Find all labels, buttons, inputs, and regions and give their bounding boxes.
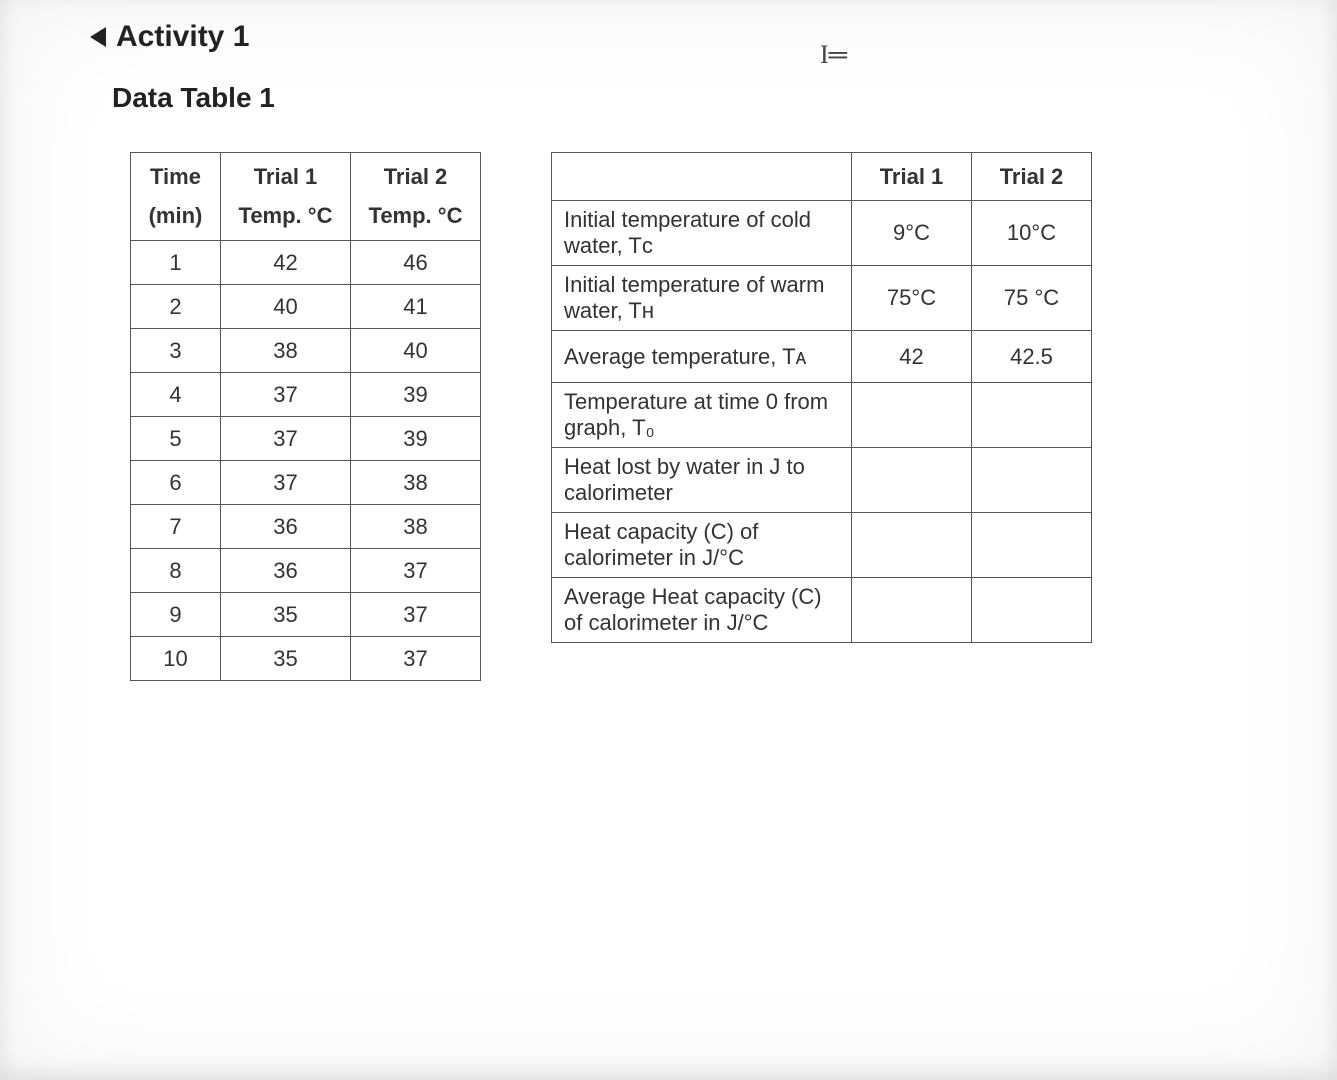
cell-trial2: 37 <box>351 549 481 593</box>
table-row: Average Heat capacity (C) of calorimeter… <box>552 578 1092 643</box>
cell-trial2: 38 <box>351 461 481 505</box>
cell-trial1: 35 <box>221 593 351 637</box>
table-header-row: Time Trial 1 Trial 2 <box>131 153 481 197</box>
col-header-trial1: Trial 1 <box>221 153 351 197</box>
summary-label: Temperature at time 0 from graph, T₀ <box>552 383 852 448</box>
table-row: 33840 <box>131 329 481 373</box>
summary-trial2: 75 °C <box>972 266 1092 331</box>
cell-time: 9 <box>131 593 221 637</box>
summary-trial2 <box>972 513 1092 578</box>
summary-label: Average temperature, Tᴀ <box>552 331 852 383</box>
cell-trial2: 40 <box>351 329 481 373</box>
cell-trial1: 37 <box>221 461 351 505</box>
summary-label: Initial temperature of warm water, Tʜ <box>552 266 852 331</box>
cell-time: 6 <box>131 461 221 505</box>
summary-trial2 <box>972 383 1092 448</box>
cell-time: 8 <box>131 549 221 593</box>
table-row: 93537 <box>131 593 481 637</box>
cell-trial1: 42 <box>221 241 351 285</box>
cell-trial1: 38 <box>221 329 351 373</box>
summary-trial2: 10°C <box>972 201 1092 266</box>
cell-trial1: 37 <box>221 373 351 417</box>
cell-trial1: 36 <box>221 505 351 549</box>
table-row: 63738 <box>131 461 481 505</box>
col-header-blank <box>552 153 852 201</box>
col-header-trial2: Trial 2 <box>972 153 1092 201</box>
triangle-icon <box>90 27 106 47</box>
cell-trial2: 46 <box>351 241 481 285</box>
table-row: Initial temperature of cold water, Tᴄ9°C… <box>552 201 1092 266</box>
cell-time: 5 <box>131 417 221 461</box>
data-table-subtitle: Data Table 1 <box>112 82 1247 114</box>
page: Activity 1 Data Table 1 I═ Time Trial 1 … <box>0 0 1337 1080</box>
summary-trial1: 75°C <box>852 266 972 331</box>
summary-trial1 <box>852 383 972 448</box>
summary-trial2 <box>972 578 1092 643</box>
table-row: Heat lost by water in J to calorimeter <box>552 448 1092 513</box>
col-subheader-trial2: Temp. °C <box>351 197 481 241</box>
summary-trial1: 9°C <box>852 201 972 266</box>
table-row: 14246 <box>131 241 481 285</box>
cell-trial1: 36 <box>221 549 351 593</box>
summary-label: Heat lost by water in J to calorimeter <box>552 448 852 513</box>
col-subheader-trial1: Temp. °C <box>221 197 351 241</box>
table-row: 83637 <box>131 549 481 593</box>
table-row: Temperature at time 0 from graph, T₀ <box>552 383 1092 448</box>
cell-trial2: 38 <box>351 505 481 549</box>
cell-time: 3 <box>131 329 221 373</box>
summary-label: Heat capacity (C) of calorimeter in J/°C <box>552 513 852 578</box>
summary-trial1 <box>852 578 972 643</box>
cell-time: 4 <box>131 373 221 417</box>
cell-trial2: 39 <box>351 417 481 461</box>
cell-time: 10 <box>131 637 221 681</box>
cell-trial2: 37 <box>351 637 481 681</box>
table-header-row: Trial 1 Trial 2 <box>552 153 1092 201</box>
col-subheader-time: (min) <box>131 197 221 241</box>
summary-trial1: 42 <box>852 331 972 383</box>
table-row: 103537 <box>131 637 481 681</box>
table-header-row: (min) Temp. °C Temp. °C <box>131 197 481 241</box>
table-row: Average temperature, Tᴀ4242.5 <box>552 331 1092 383</box>
col-header-trial2: Trial 2 <box>351 153 481 197</box>
table-row: Initial temperature of warm water, Tʜ75°… <box>552 266 1092 331</box>
cell-trial1: 40 <box>221 285 351 329</box>
cell-time: 1 <box>131 241 221 285</box>
table-row: 73638 <box>131 505 481 549</box>
summary-label: Initial temperature of cold water, Tᴄ <box>552 201 852 266</box>
cell-trial2: 39 <box>351 373 481 417</box>
cell-time: 2 <box>131 285 221 329</box>
cell-time: 7 <box>131 505 221 549</box>
activity-heading-row: Activity 1 <box>90 20 1247 54</box>
col-header-time: Time <box>131 153 221 197</box>
summary-label: Average Heat capacity (C) of calorimeter… <box>552 578 852 643</box>
col-header-trial1: Trial 1 <box>852 153 972 201</box>
table-row: Heat capacity (C) of calorimeter in J/°C <box>552 513 1092 578</box>
summary-trial1 <box>852 513 972 578</box>
table-row: 24041 <box>131 285 481 329</box>
cell-trial2: 41 <box>351 285 481 329</box>
text-cursor-icon: I═ <box>820 40 847 70</box>
activity-title: Activity 1 <box>116 20 249 54</box>
table-row: 53739 <box>131 417 481 461</box>
table-row: 43739 <box>131 373 481 417</box>
summary-table: Trial 1 Trial 2 Initial temperature of c… <box>551 152 1092 643</box>
summary-trial2: 42.5 <box>972 331 1092 383</box>
summary-trial1 <box>852 448 972 513</box>
time-temperature-table: Time Trial 1 Trial 2 (min) Temp. °C Temp… <box>130 152 481 681</box>
cell-trial1: 37 <box>221 417 351 461</box>
summary-trial2 <box>972 448 1092 513</box>
cell-trial2: 37 <box>351 593 481 637</box>
cell-trial1: 35 <box>221 637 351 681</box>
tables-wrapper: Time Trial 1 Trial 2 (min) Temp. °C Temp… <box>130 152 1247 681</box>
